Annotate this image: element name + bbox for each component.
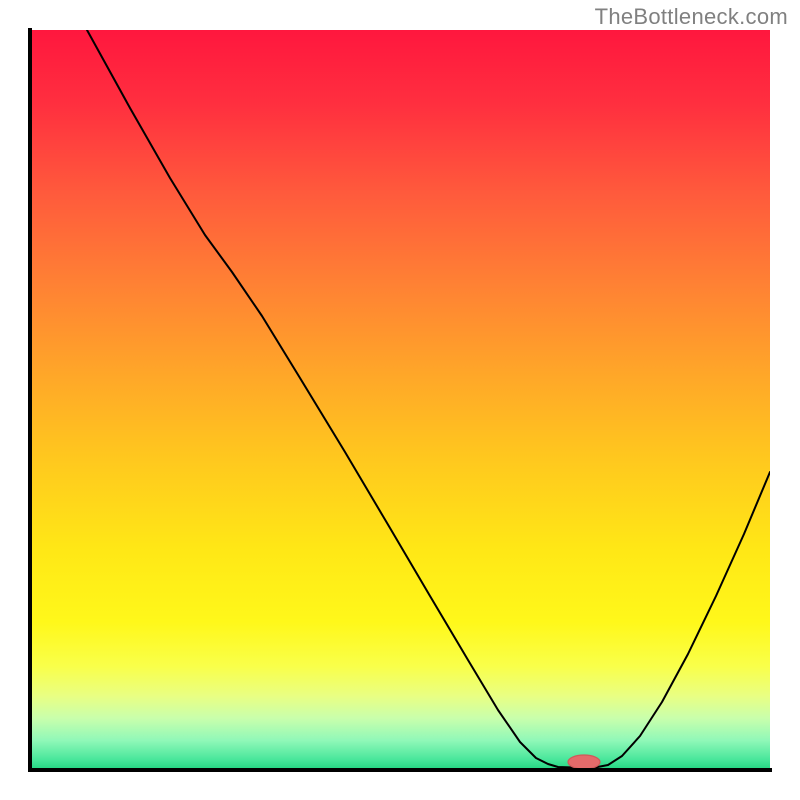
watermark-text: TheBottleneck.com	[595, 4, 788, 30]
chart-container: TheBottleneck.com	[0, 0, 800, 800]
optimal-marker	[568, 755, 600, 769]
plot-background	[30, 30, 770, 770]
bottleneck-chart	[0, 0, 800, 800]
